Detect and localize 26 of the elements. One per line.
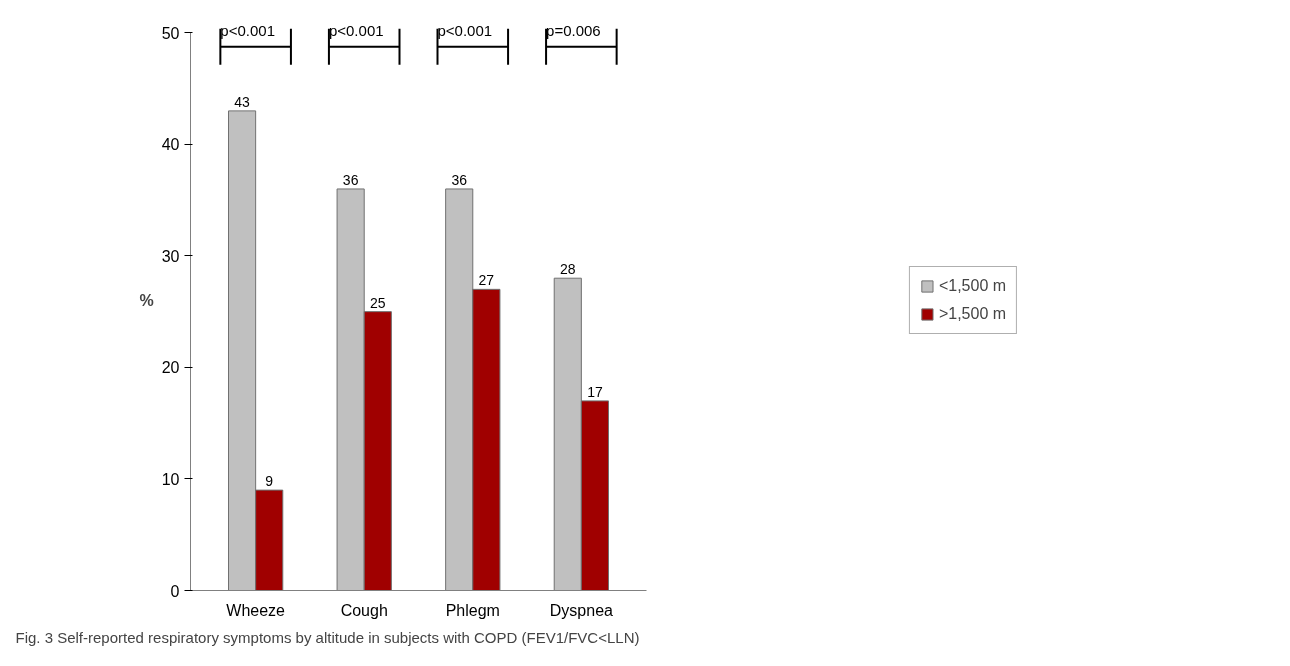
- data-label: 27: [478, 272, 495, 289]
- y-tick-label: 10: [161, 470, 180, 488]
- annotation: p<0.001: [220, 21, 275, 39]
- data-label: 36: [451, 171, 468, 188]
- data-label: 25: [370, 294, 386, 311]
- x-tick-label: Cough: [340, 601, 388, 619]
- y-axis-title: %: [139, 292, 154, 309]
- data-label: 43: [234, 93, 251, 110]
- legend-label: >1,500 m: [938, 305, 1007, 323]
- x-tick-label: Dyspnea: [549, 601, 614, 619]
- y-tick-label: 0: [170, 582, 180, 600]
- data-label: 28: [560, 261, 576, 278]
- annotation: p=0.006: [546, 21, 601, 39]
- data-label: 36: [342, 171, 359, 188]
- annotation: p<0.001: [328, 21, 384, 39]
- legend-label: <1,500 m: [938, 277, 1007, 295]
- annotation: p<0.001: [437, 21, 493, 39]
- y-tick-label: 50: [161, 24, 180, 42]
- y-tick-label: 30: [161, 247, 180, 265]
- data-label: 9: [265, 473, 274, 490]
- data-label: 17: [587, 383, 603, 400]
- y-tick-label: 20: [161, 359, 180, 377]
- caption: Fig. 3 Self-reported respiratory symptoms by altitude in subjects with COPD (FEV1/FVC<LLN): [15, 628, 640, 646]
- y-tick-label: 40: [161, 136, 180, 154]
- x-tick-label: Wheeze: [226, 601, 286, 619]
- x-tick-label: Phlegm: [445, 601, 500, 619]
